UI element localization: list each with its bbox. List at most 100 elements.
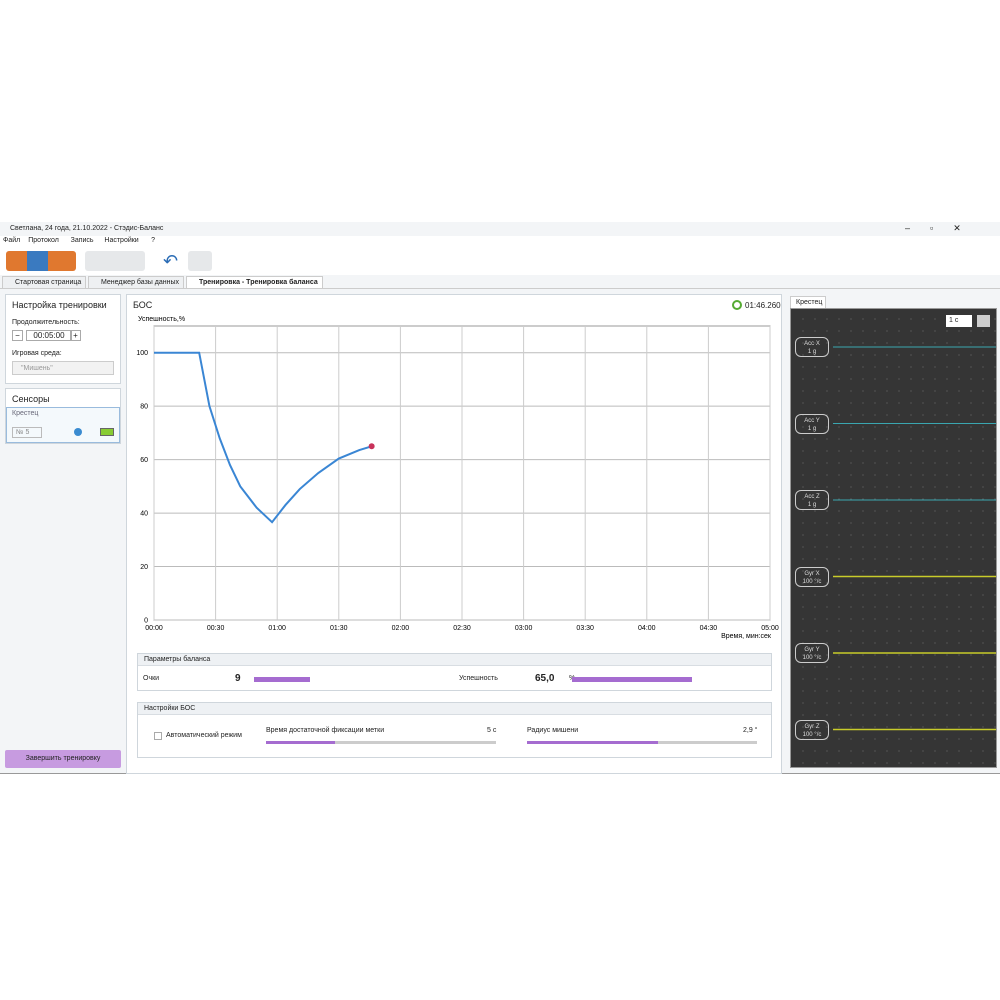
value: 2,9 ° bbox=[743, 727, 758, 734]
grid-dot bbox=[826, 450, 828, 452]
grid-dot bbox=[994, 498, 996, 500]
toolbar-icons[interactable] bbox=[6, 251, 76, 271]
y-tick-label: 40 bbox=[140, 511, 148, 518]
grid-dot bbox=[874, 366, 876, 368]
grid-dot bbox=[862, 366, 864, 368]
grid-dot bbox=[910, 366, 912, 368]
grid-dot bbox=[886, 594, 888, 596]
grid-dot bbox=[850, 750, 852, 752]
undo-icon[interactable]: ↶ bbox=[163, 251, 179, 271]
grid-dot bbox=[946, 726, 948, 728]
grid-dot bbox=[898, 642, 900, 644]
grid-dot bbox=[826, 438, 828, 440]
grid-dot bbox=[934, 642, 936, 644]
grid-dot bbox=[922, 390, 924, 392]
slider[interactable] bbox=[266, 741, 496, 744]
grid-dot bbox=[982, 498, 984, 500]
grid-dot bbox=[838, 654, 840, 656]
grid-dot bbox=[898, 678, 900, 680]
finish-button[interactable]: Завершить тренировку bbox=[5, 750, 121, 768]
grid-dot bbox=[886, 510, 888, 512]
grid-dot bbox=[838, 762, 840, 764]
grid-dot bbox=[922, 438, 924, 440]
env-select[interactable]: "Мишень" bbox=[12, 361, 114, 375]
grid-dot bbox=[982, 462, 984, 464]
grid-dot bbox=[934, 570, 936, 572]
grid-dot bbox=[910, 606, 912, 608]
grid-dot bbox=[838, 450, 840, 452]
x-tick-label: 00:00 bbox=[145, 625, 163, 632]
toolbar-icons[interactable] bbox=[188, 251, 212, 271]
grid-dot bbox=[970, 750, 972, 752]
tab[interactable]: Тренировка - Тренировка баланса bbox=[186, 276, 323, 289]
panel-title: БОС bbox=[133, 300, 153, 310]
tab[interactable]: Стартовая страница bbox=[2, 276, 87, 289]
grid-dot bbox=[994, 558, 996, 560]
grid-dot bbox=[850, 522, 852, 524]
grid-dot bbox=[934, 546, 936, 548]
grid-dot bbox=[994, 510, 996, 512]
y-tick-label: 0 bbox=[144, 618, 148, 625]
grid-dot bbox=[934, 606, 936, 608]
channel-scale: 1 g bbox=[807, 349, 817, 355]
grid-dot bbox=[886, 330, 888, 332]
x-tick-label: 05:00 bbox=[761, 625, 779, 632]
grid-dot bbox=[802, 594, 804, 596]
grid-dot bbox=[910, 354, 912, 356]
settings-button[interactable] bbox=[977, 315, 990, 327]
grid-dot bbox=[994, 702, 996, 704]
grid-dot bbox=[814, 534, 816, 536]
grid-dot bbox=[982, 450, 984, 452]
x-tick-label: 01:30 bbox=[330, 625, 348, 632]
menu-item[interactable]: ? bbox=[151, 237, 155, 244]
toolbar-icons[interactable] bbox=[85, 251, 145, 271]
grid-dot bbox=[874, 654, 876, 656]
grid-dot bbox=[850, 390, 852, 392]
grid-dot bbox=[934, 462, 936, 464]
duration-input[interactable]: 00:05:00 bbox=[26, 330, 72, 341]
menu-item[interactable]: Файл bbox=[3, 237, 21, 244]
grid-dot bbox=[814, 678, 816, 680]
interval-select[interactable]: 1 с bbox=[946, 315, 972, 327]
grid-dot bbox=[862, 594, 864, 596]
tab[interactable]: Менеджер базы данных bbox=[88, 276, 184, 289]
grid-dot bbox=[982, 642, 984, 644]
success: 65,0 bbox=[535, 673, 555, 684]
grid-dot bbox=[946, 630, 948, 632]
label: Автоматический режим bbox=[166, 732, 242, 739]
grid-dot bbox=[838, 618, 840, 620]
grid-dot bbox=[934, 666, 936, 668]
grid-dot bbox=[826, 702, 828, 704]
monitor-tab[interactable]: Крестец bbox=[790, 296, 826, 308]
bos-settings: Настройки БОС Автоматический режим Время… bbox=[137, 702, 772, 758]
slider[interactable] bbox=[527, 741, 757, 744]
menu-item[interactable]: Запись bbox=[70, 237, 94, 244]
menu-item[interactable]: Протокол bbox=[28, 237, 59, 244]
grid-dot bbox=[934, 594, 936, 596]
sensor-number[interactable]: № 5 bbox=[12, 427, 42, 438]
minus-button[interactable]: − bbox=[12, 330, 23, 341]
grid-dot bbox=[946, 618, 948, 620]
grid-dot bbox=[970, 654, 972, 656]
menu-item[interactable]: Настройки bbox=[104, 237, 139, 244]
grid-dot bbox=[802, 438, 804, 440]
grid-dot bbox=[826, 642, 828, 644]
checkbox[interactable] bbox=[154, 732, 162, 740]
grid-dot bbox=[910, 570, 912, 572]
x-tick-label: 02:00 bbox=[392, 625, 410, 632]
grid-dot bbox=[850, 378, 852, 380]
plus-button[interactable]: + bbox=[70, 330, 81, 341]
grid-dot bbox=[874, 330, 876, 332]
grid-dot bbox=[862, 666, 864, 668]
grid-dot bbox=[826, 618, 828, 620]
grid-dot bbox=[934, 750, 936, 752]
grid-dot bbox=[886, 486, 888, 488]
grid-dot bbox=[982, 762, 984, 764]
window-controls[interactable]: –▫✕ bbox=[905, 223, 981, 233]
grid-dot bbox=[886, 606, 888, 608]
grid-dot bbox=[898, 654, 900, 656]
grid-dot bbox=[802, 486, 804, 488]
grid-dot bbox=[826, 594, 828, 596]
grid-dot bbox=[910, 714, 912, 716]
grid-dot bbox=[910, 738, 912, 740]
